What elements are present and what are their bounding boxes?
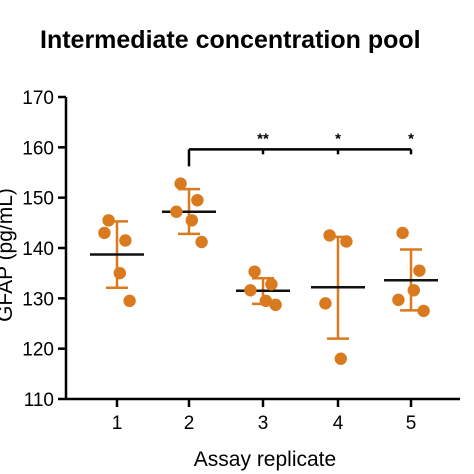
y-tick-label: 150 [22, 189, 54, 210]
data-point [191, 193, 204, 207]
y-tick-label: 120 [22, 340, 54, 361]
data-point [392, 293, 405, 307]
data-point [265, 278, 278, 291]
data-point [123, 294, 136, 308]
x-axis-label: Assay replicate [194, 448, 336, 471]
plot-area: ** * * [90, 130, 438, 365]
data-point [417, 304, 430, 318]
chart-title: Intermediate concentration pool [40, 26, 421, 54]
data-point [185, 214, 198, 227]
data-point [269, 298, 282, 312]
data-point [413, 264, 426, 277]
data-point [248, 265, 261, 278]
y-tick-label: 170 [22, 88, 54, 109]
data-point [319, 297, 332, 310]
data-point [259, 294, 272, 308]
data-point [113, 266, 127, 280]
y-tick-label: 140 [22, 239, 54, 260]
data-point [119, 234, 132, 247]
data-point [340, 235, 353, 248]
y-axis-label: GFAP (pg/mL) [0, 188, 17, 322]
data-point [334, 352, 347, 365]
data-point [98, 226, 111, 240]
data-point [195, 235, 208, 249]
significance-label: ** [257, 130, 269, 147]
data-point [174, 177, 187, 190]
y-tick-label: 130 [22, 289, 54, 310]
x-tick-label: 3 [258, 413, 269, 434]
axes: 110 120 130 140 150 160 170 1 2 3 4 5 [22, 88, 460, 434]
x-tick-label: 4 [333, 413, 344, 434]
data-point [407, 284, 420, 297]
x-tick-label: 2 [184, 413, 195, 434]
x-tick-label: 5 [406, 413, 417, 434]
data-point [170, 205, 183, 218]
data-point [244, 284, 257, 297]
y-tick-label: 160 [22, 138, 54, 159]
data-point [323, 229, 336, 242]
y-tick-label: 110 [24, 390, 54, 411]
x-tick-label: 1 [112, 413, 123, 434]
data-point [396, 226, 409, 240]
data-point [102, 214, 115, 227]
significance-label: * [408, 130, 414, 147]
significance-label: * [335, 130, 341, 147]
